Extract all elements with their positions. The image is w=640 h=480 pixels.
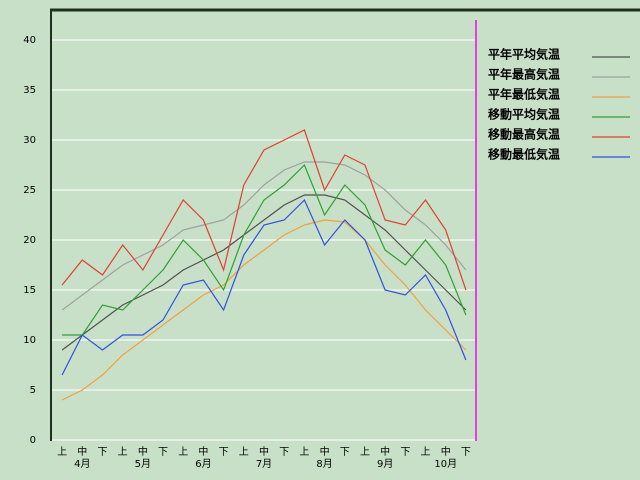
x-tick-label: 中 [380, 445, 390, 458]
x-tick-label: 中 [259, 445, 269, 458]
x-tick-label: 下 [461, 447, 471, 458]
legend-label: 平年最高気温 [488, 67, 560, 82]
legend-label: 移動最高気温 [488, 127, 560, 142]
x-tick-label: 中 [320, 445, 330, 458]
x-tick-label: 下 [97, 447, 107, 458]
y-tick-label: 10 [23, 335, 36, 346]
month-label: 8月 [316, 458, 332, 470]
series-line [61, 198, 467, 376]
month-label: 4月 [74, 458, 90, 470]
x-tick-label: 上 [118, 446, 128, 458]
month-label: 5月 [135, 458, 151, 470]
month-label: 6月 [195, 458, 211, 470]
x-tick-label: 下 [219, 447, 229, 458]
legend-label: 平年最低気温 [488, 87, 560, 102]
x-tick-label: 中 [138, 445, 148, 458]
series-line [61, 194, 467, 351]
x-tick-label: 下 [400, 447, 410, 458]
y-tick-label: 40 [23, 35, 36, 46]
y-tick-label: 5 [30, 385, 36, 396]
month-label: 9月 [377, 458, 393, 470]
x-tick-label: 上 [178, 446, 188, 458]
x-tick-label: 中 [441, 445, 451, 458]
series-line [61, 129, 467, 291]
plot: 0510152025303540上中下上中下上中下上中下上中下上中下上中下4月 5… [23, 35, 630, 470]
x-tick-label: 下 [158, 447, 168, 458]
legend-label: 平年平均気温 [488, 47, 560, 62]
y-tick-label: 35 [23, 85, 36, 96]
x-tick-label: 下 [340, 447, 350, 458]
x-tick-label: 中 [198, 445, 208, 458]
legend-label: 移動最低気温 [488, 147, 560, 162]
y-tick-label: 30 [23, 135, 36, 146]
x-tick-label: 上 [421, 446, 431, 458]
y-tick-label: 0 [30, 435, 36, 446]
month-label: 7月 [256, 458, 272, 470]
series-line [61, 161, 467, 311]
legend-label: 移動平均気温 [488, 107, 560, 122]
x-tick-label: 下 [279, 447, 289, 458]
x-tick-label: 上 [239, 446, 249, 458]
x-tick-label: 上 [360, 446, 370, 458]
series-line [62, 163, 467, 336]
series-line [61, 219, 467, 401]
x-tick-label: 中 [77, 445, 87, 458]
y-tick-label: 25 [23, 185, 36, 196]
month-label: 10月 [434, 458, 457, 470]
x-tick-label: 上 [57, 446, 67, 458]
y-tick-label: 15 [23, 285, 36, 296]
x-tick-label: 上 [299, 446, 309, 458]
y-tick-label: 20 [23, 235, 36, 246]
